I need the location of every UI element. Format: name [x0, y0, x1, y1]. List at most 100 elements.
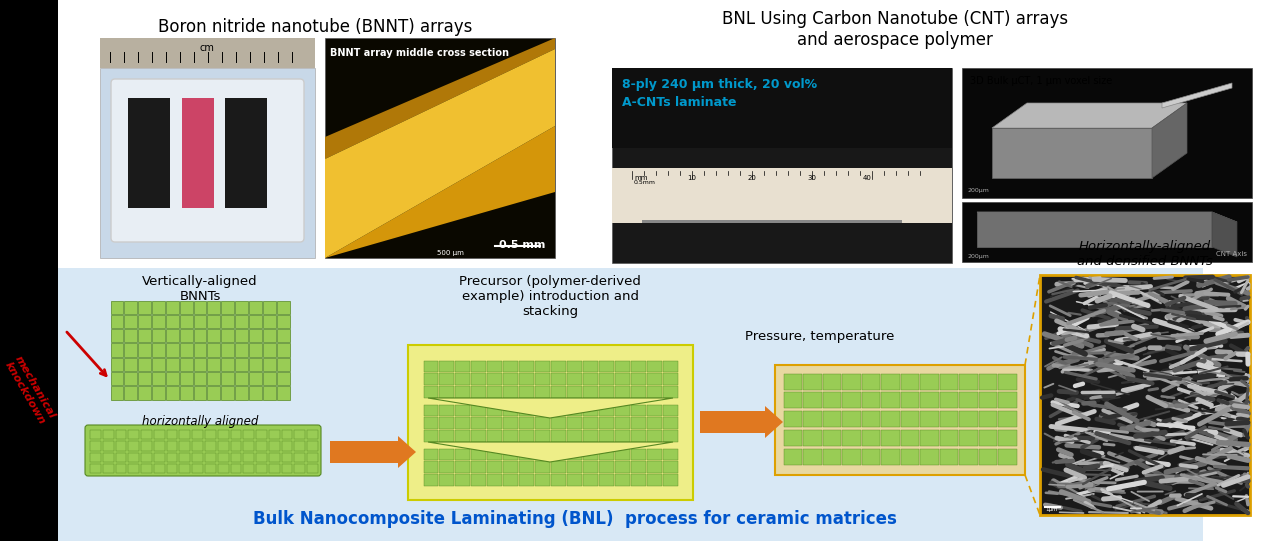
Bar	[784, 411, 801, 426]
Bar	[615, 386, 629, 398]
Polygon shape	[993, 128, 1152, 178]
Bar	[222, 358, 234, 371]
Bar	[281, 441, 292, 451]
Bar	[138, 344, 151, 357]
Bar	[582, 360, 598, 372]
Bar	[487, 405, 503, 416]
Bar	[998, 411, 1017, 426]
Bar	[249, 329, 262, 342]
Bar	[194, 344, 206, 357]
Bar	[222, 315, 234, 328]
Bar	[167, 441, 177, 451]
Bar	[551, 373, 566, 385]
Bar	[503, 373, 518, 385]
Bar	[110, 372, 123, 385]
Bar	[662, 386, 677, 398]
Bar	[803, 411, 822, 426]
Bar	[268, 452, 280, 462]
Bar	[920, 373, 938, 390]
Bar	[823, 411, 841, 426]
Bar	[138, 329, 151, 342]
Bar	[277, 386, 290, 399]
Polygon shape	[325, 126, 555, 258]
Bar	[647, 373, 662, 385]
Bar	[662, 373, 677, 385]
Bar	[277, 344, 290, 357]
Bar	[630, 417, 646, 429]
Bar	[599, 448, 614, 460]
Bar	[519, 360, 534, 372]
Bar	[803, 373, 822, 390]
Bar	[205, 430, 215, 439]
Bar	[263, 344, 276, 357]
Polygon shape	[325, 49, 555, 258]
Bar	[599, 405, 614, 416]
Bar	[630, 360, 646, 372]
Bar	[471, 417, 486, 429]
Bar	[881, 448, 900, 465]
Bar	[599, 430, 614, 441]
Bar	[567, 461, 582, 473]
Bar	[100, 38, 315, 68]
Bar	[128, 98, 170, 208]
Bar	[979, 430, 998, 445]
Bar	[235, 344, 248, 357]
Bar	[615, 405, 629, 416]
Text: BNNT array middle cross section: BNNT array middle cross section	[330, 48, 509, 58]
Bar	[235, 300, 248, 314]
Bar	[208, 329, 220, 342]
Bar	[920, 430, 938, 445]
Bar	[784, 373, 801, 390]
Bar	[194, 315, 206, 328]
Bar	[456, 373, 470, 385]
Bar	[218, 430, 229, 439]
Bar	[152, 372, 165, 385]
Bar	[536, 386, 549, 398]
Bar	[0, 0, 58, 541]
Bar	[218, 464, 229, 473]
Bar	[662, 430, 677, 441]
Bar	[647, 386, 662, 398]
Text: cm: cm	[200, 43, 214, 53]
Bar	[536, 474, 549, 485]
Text: horizontally aligned: horizontally aligned	[142, 415, 258, 428]
Bar	[424, 360, 438, 372]
Bar	[194, 358, 206, 371]
Bar	[551, 430, 566, 441]
Bar	[180, 430, 190, 439]
Bar	[235, 329, 248, 342]
Bar	[138, 300, 151, 314]
Bar	[979, 448, 998, 465]
Text: 3D Bulk μCT, 1 μm voxel size: 3D Bulk μCT, 1 μm voxel size	[970, 76, 1113, 86]
Bar	[979, 392, 998, 407]
Bar	[551, 360, 566, 372]
Bar	[979, 411, 998, 426]
Bar	[424, 386, 438, 398]
Text: Precursor (polymer-derived
example) introduction and
stacking: Precursor (polymer-derived example) intr…	[460, 275, 641, 318]
Bar	[90, 464, 101, 473]
Bar	[115, 441, 127, 451]
FancyArrow shape	[700, 406, 782, 438]
Bar	[775, 365, 1025, 475]
Text: Bulk Nanocomposite Laminating (BNL)  process for ceramic matrices: Bulk Nanocomposite Laminating (BNL) proc…	[253, 510, 896, 528]
Bar	[180, 386, 192, 399]
Bar	[249, 315, 262, 328]
Bar	[124, 344, 137, 357]
Bar	[861, 411, 880, 426]
Bar	[222, 372, 234, 385]
Text: Boron nitride nanotube (BNNT) arrays: Boron nitride nanotube (BNNT) arrays	[158, 18, 472, 36]
Bar	[128, 430, 139, 439]
Bar	[295, 464, 305, 473]
Bar	[630, 474, 646, 485]
Bar	[124, 372, 137, 385]
Text: Vertically-aligned
BNNTs: Vertically-aligned BNNTs	[142, 275, 258, 303]
Bar	[167, 452, 177, 462]
Bar	[110, 386, 123, 399]
Bar	[519, 448, 534, 460]
Bar	[256, 441, 267, 451]
Bar	[456, 360, 470, 372]
Bar	[803, 430, 822, 445]
Bar	[230, 441, 242, 451]
Bar	[222, 344, 234, 357]
Bar	[208, 358, 220, 371]
